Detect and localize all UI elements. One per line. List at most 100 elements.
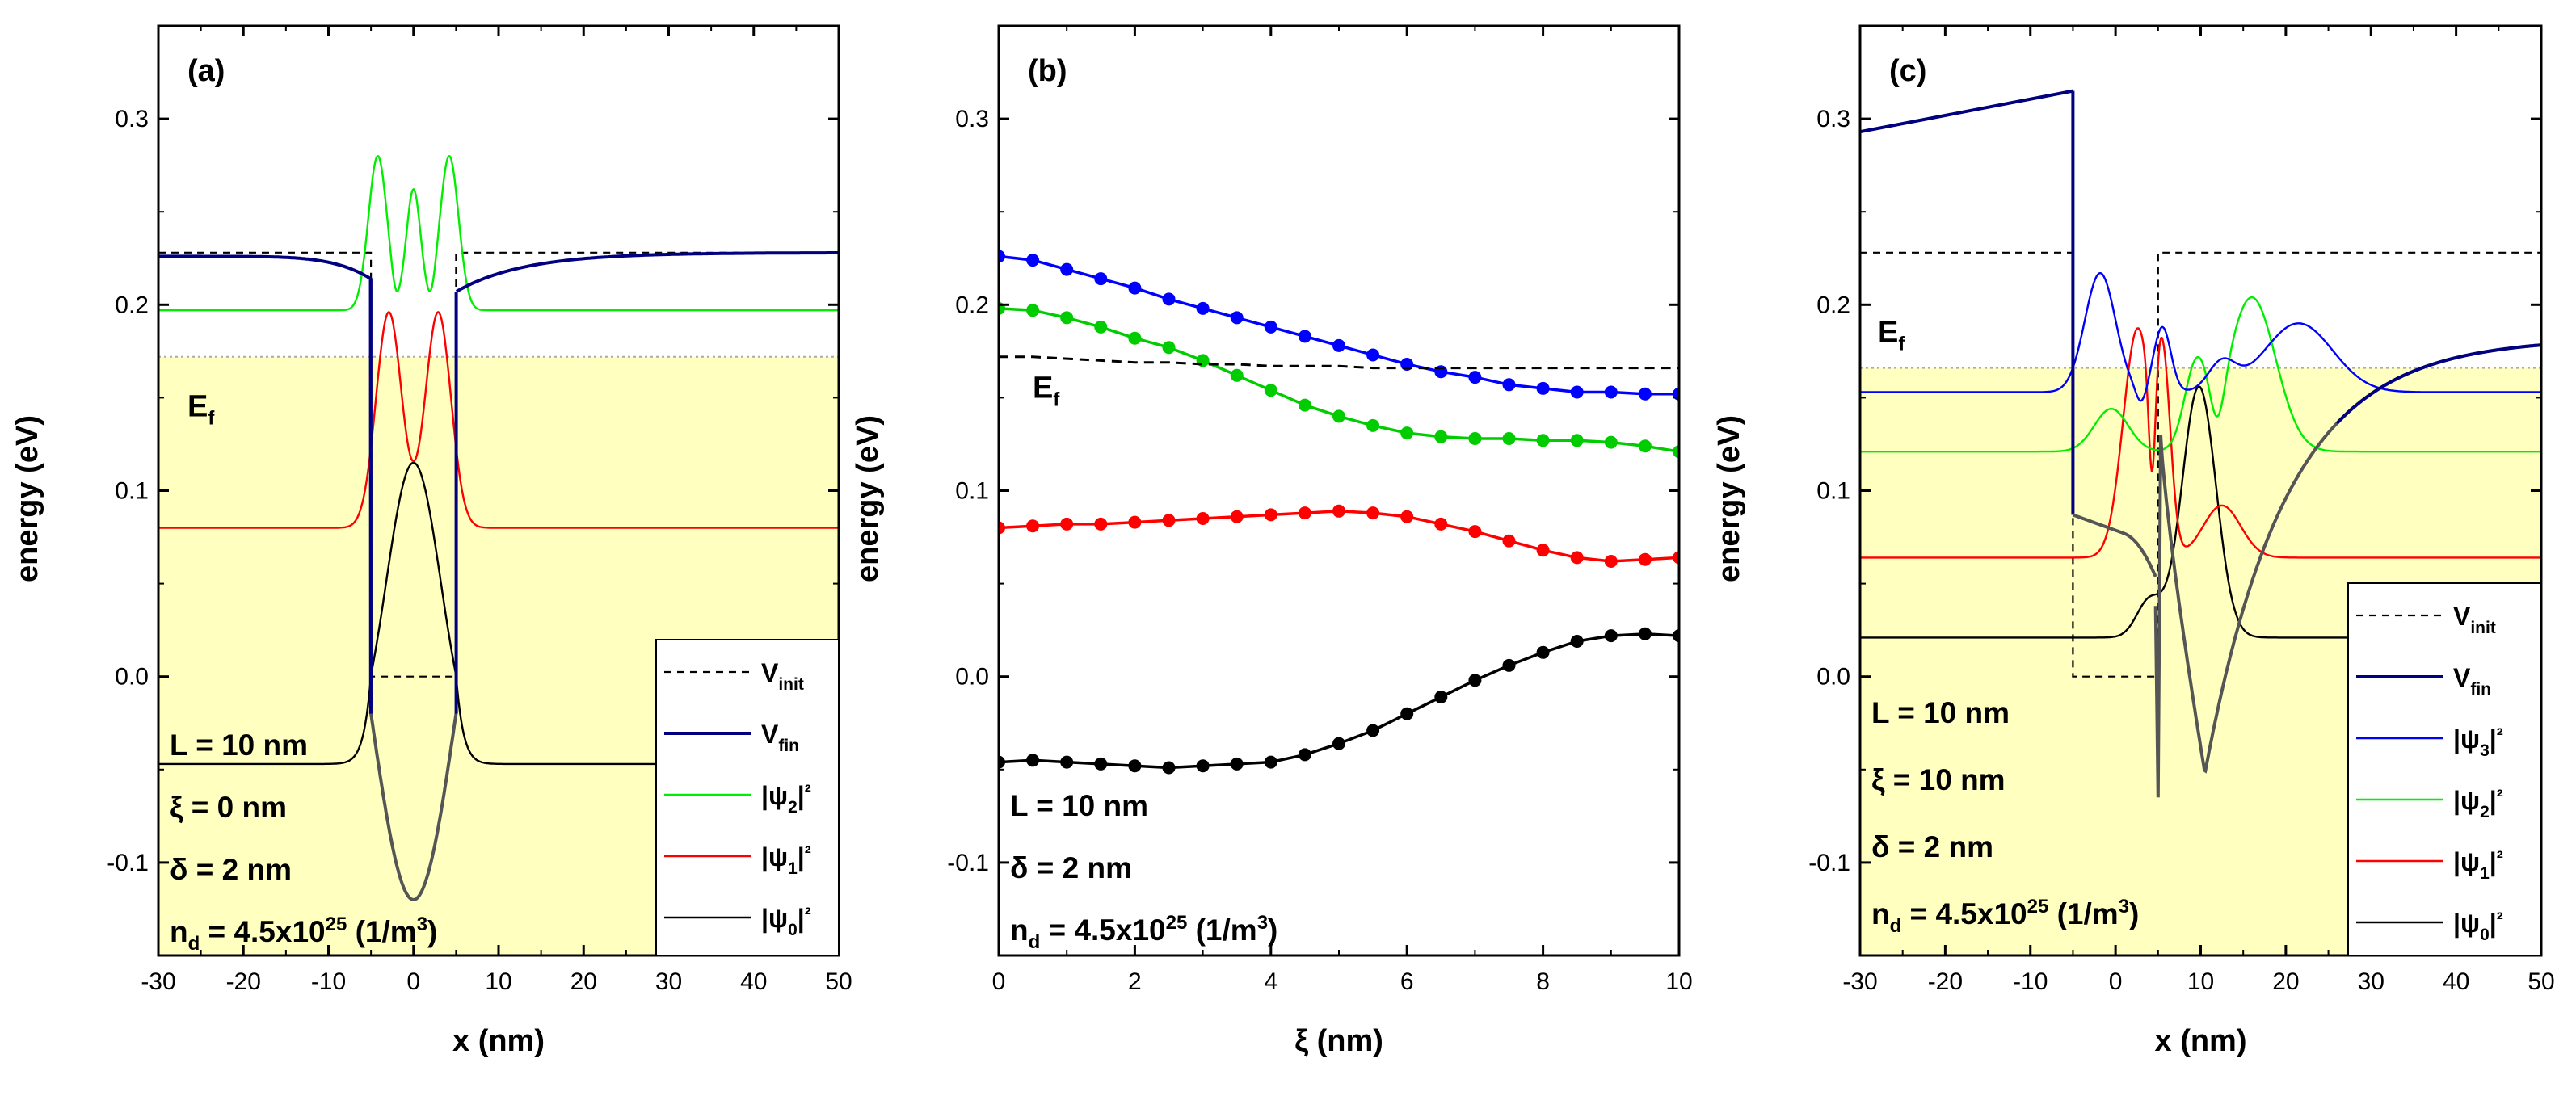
series-E1-point — [1332, 504, 1345, 518]
series-E2-point — [1162, 341, 1176, 355]
series-E2-point — [1434, 430, 1448, 443]
y-tick-label: 0.1 — [955, 478, 989, 505]
series-E1-point — [1298, 506, 1311, 520]
series-E2-point — [1604, 435, 1618, 449]
V-init-curve — [158, 251, 839, 678]
series-E0-point — [1060, 755, 1074, 769]
panel-b: 0 2 4 6 8 10 -0.1 0.0 0.1 0.2 0.3 ξ (nm) energy (eV)… — [851, 24, 1693, 1058]
x-tick-label: 50 — [825, 968, 852, 995]
x-tick-label: -30 — [141, 968, 175, 995]
x-tick-label: 40 — [2443, 968, 2469, 995]
series-E2-point — [1298, 398, 1311, 412]
series-E2-point — [1094, 320, 1108, 334]
series-E3-point — [1468, 371, 1482, 384]
legend-box — [2347, 582, 2542, 956]
series-E2-point — [1468, 432, 1482, 445]
series-E0-point — [1570, 635, 1584, 648]
legend: Vinit Vfin |ψ3|² |ψ2|² |ψ1|² |ψ0|² — [2347, 582, 2542, 956]
series-E2-point — [1638, 439, 1652, 453]
series-E0-point — [1298, 748, 1311, 762]
series-E3-point — [1094, 272, 1108, 286]
series-E0-point — [1366, 724, 1380, 737]
psi1-curve — [1860, 327, 2541, 559]
series-E1-point — [999, 521, 1005, 535]
series-E3-point — [1536, 381, 1550, 395]
y-axis-title: energy (eV) — [851, 415, 885, 582]
series-E2-point — [1128, 331, 1142, 345]
y-tick-label: 0.3 — [1816, 106, 1850, 132]
x-tick-label: 20 — [570, 968, 597, 995]
series-E0-point — [1400, 707, 1414, 720]
annotation-line: L = 10 nm — [170, 729, 308, 762]
legend-label: |ψ0|² — [2453, 909, 2503, 944]
annotation-line: ξ = 10 nm — [1871, 763, 2006, 796]
x-tick-label: 8 — [1536, 968, 1550, 995]
series-E0-point — [1094, 757, 1108, 771]
series-E0-point — [1638, 627, 1652, 640]
y-axis-title: energy (eV) — [1712, 415, 1746, 582]
series-E3-point — [1604, 385, 1618, 399]
series-E1-point — [1536, 544, 1550, 557]
series-E0-point — [1128, 759, 1142, 773]
legend-label: Vinit — [761, 658, 804, 694]
y-tick-label: -0.1 — [107, 850, 149, 876]
x-tick-label: 4 — [1264, 968, 1277, 995]
legend-label: |ψ2|² — [2453, 786, 2503, 821]
V-fin-well — [2072, 513, 2157, 577]
series-E2-point — [1502, 432, 1516, 445]
series-E1-point — [1434, 517, 1448, 531]
fermi-label: Ef — [1033, 371, 1060, 410]
V-init-curve — [1860, 251, 2541, 678]
x-tick-label: 0 — [406, 968, 420, 995]
annotation-line: δ = 2 nm — [1871, 830, 1993, 863]
psi3-curve — [1860, 272, 2541, 402]
series-Ef-line — [999, 355, 1679, 370]
y-tick-label: -0.1 — [1808, 850, 1850, 876]
series-E0-point — [1434, 691, 1448, 703]
series-E2-point — [1570, 434, 1584, 447]
series-E1-point — [1060, 517, 1074, 531]
fermi-label: Ef — [187, 389, 215, 429]
x-tick-label: 10 — [485, 968, 511, 995]
series-E3-point — [1570, 385, 1584, 399]
series-E2-point — [1673, 445, 1679, 459]
x-axis-title: x (nm) — [2155, 1024, 2247, 1058]
legend-label: Vfin — [2453, 663, 2491, 699]
annotation-line: δ = 2 nm — [170, 853, 292, 886]
series-E0-point — [1026, 754, 1040, 767]
V-fin-right-tail — [2335, 343, 2541, 425]
x-tick-label: -30 — [1842, 968, 1877, 995]
legend-label: |ψ1|² — [2453, 847, 2503, 883]
plot-area — [999, 250, 1679, 775]
series-E2-point — [1230, 368, 1244, 382]
series-E1-point — [1026, 519, 1040, 533]
y-tick-label: 0.2 — [1816, 292, 1850, 318]
y-tick-label: 0.3 — [955, 106, 989, 132]
series-E1-point — [1673, 551, 1679, 565]
psi2-curve — [158, 155, 839, 312]
x-tick-label: 30 — [655, 968, 682, 995]
series-E1-point — [1196, 512, 1210, 525]
y-tick-label: 0.2 — [955, 292, 989, 318]
V-fin-well — [369, 713, 458, 901]
V-fin-curve-left — [158, 254, 373, 714]
annotation-line: δ = 2 nm — [1010, 851, 1132, 884]
y-tick-label: 0.2 — [115, 292, 149, 318]
panel-label: (a) — [187, 54, 225, 88]
series-E3-point — [1638, 387, 1652, 401]
y-tick-label: 0.1 — [115, 478, 149, 505]
series-E0-point — [1673, 629, 1679, 643]
psi1-curve — [158, 311, 839, 529]
series-E0-point — [1264, 755, 1277, 769]
legend-label: |ψ0|² — [761, 904, 811, 939]
series-E1-point — [1468, 525, 1482, 539]
panel-label: (c) — [1889, 54, 1926, 88]
x-tick-label: 0 — [2109, 968, 2123, 995]
y-tick-label: -0.1 — [947, 850, 989, 876]
panel-label: (b) — [1028, 54, 1067, 88]
panel-a: -30 -20 -10 0 10 20 30 40 50 -0.1 0.0 0.1 0.2 0.3 x (n… — [11, 24, 852, 1058]
x-axis-title: ξ (nm) — [1294, 1024, 1383, 1058]
annotation-line: L = 10 nm — [1871, 696, 2010, 729]
x-tick-label: -10 — [311, 968, 346, 995]
series-E3-point — [1332, 338, 1345, 352]
